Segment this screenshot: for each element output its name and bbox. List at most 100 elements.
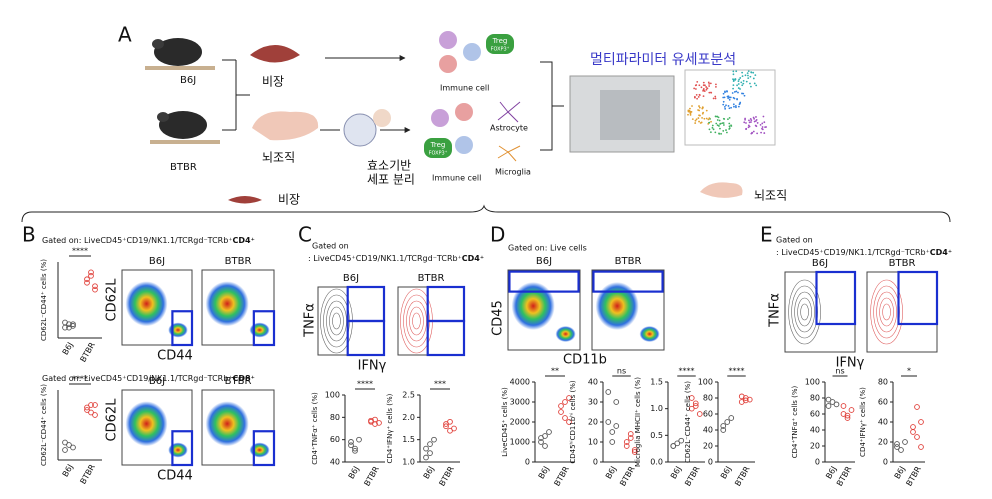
mouse — [159, 111, 207, 139]
tsne-dot — [709, 82, 712, 85]
contour — [879, 297, 894, 327]
contour — [412, 312, 421, 330]
group-label: BTBR — [437, 464, 456, 487]
y-tick-label: 60 — [878, 398, 888, 407]
tsne-dot — [739, 101, 742, 104]
data-point — [829, 399, 836, 405]
tsne-dot — [741, 92, 743, 95]
tsne-dot — [749, 82, 751, 85]
cytometer-door — [600, 90, 660, 140]
data-point — [696, 411, 703, 417]
tsne-dot — [732, 103, 735, 106]
tsne-plot — [684, 69, 776, 146]
x-marker: IFNγ — [836, 356, 865, 371]
group-label: BTBR — [683, 464, 702, 487]
tsne-dot — [747, 74, 749, 77]
tsne-dot — [750, 132, 753, 135]
tsne-dot — [734, 79, 737, 81]
sig-label: **** — [357, 380, 373, 389]
sig-label: ns — [835, 367, 844, 376]
group-label: B6J — [669, 465, 683, 481]
y-tick-label: 30 — [588, 398, 598, 407]
cell-icon — [463, 43, 481, 61]
method-label: 세포 분리 — [367, 173, 415, 187]
tsne-dot — [763, 132, 766, 134]
tsne-dot — [743, 94, 746, 97]
tsne-dot — [755, 84, 758, 87]
data-point — [562, 399, 568, 405]
tsne-dot — [702, 88, 705, 90]
data-point — [66, 442, 72, 448]
tsne-dot — [763, 121, 766, 124]
tsne-dot — [697, 109, 699, 111]
density — [249, 442, 270, 458]
analysis-label: 멀티파라미터 유세포분석 — [590, 52, 736, 68]
tsne-dot — [708, 85, 711, 87]
y-tick-label: 40 — [703, 426, 713, 435]
gate — [346, 319, 386, 357]
tsne-dot — [745, 122, 747, 124]
density — [168, 322, 188, 338]
gate — [171, 310, 194, 347]
tsne-dot — [752, 77, 755, 80]
tsne-dot — [753, 82, 756, 85]
data-point — [88, 409, 94, 416]
tsne-dot — [694, 122, 697, 124]
gate — [592, 270, 664, 293]
y-marker: CD45 — [491, 300, 506, 336]
tsne-dot — [731, 92, 734, 94]
y-tick-label: 4000 — [510, 378, 530, 387]
y-tick-label: 20 — [878, 438, 888, 447]
tsne-dot — [698, 106, 701, 109]
contour — [870, 279, 903, 345]
tsne-dot — [753, 120, 756, 123]
tsne-dot — [689, 114, 692, 116]
data-point — [92, 283, 98, 290]
data-point — [70, 321, 76, 328]
tsne-dot — [748, 121, 751, 124]
cell-icon — [439, 55, 457, 73]
tsne-dot — [711, 124, 714, 127]
data-point — [443, 421, 449, 427]
y-tick-label: 100 — [698, 378, 713, 387]
y-tick-label: 100 — [805, 378, 820, 387]
tsne-dot — [703, 117, 706, 120]
tsne-dot — [727, 105, 730, 107]
tsne-dot — [722, 103, 725, 106]
tsne-dot — [705, 109, 708, 112]
gate — [508, 270, 580, 293]
group-label: BTBR — [552, 464, 571, 487]
tsne-dot — [745, 80, 748, 83]
y-tick-label: 20 — [810, 442, 820, 451]
tsne-dot — [726, 90, 728, 92]
tsne-dot — [728, 128, 731, 130]
tsne-dot — [735, 106, 737, 109]
x-marker: IFNγ — [358, 359, 387, 374]
group-label: BTBR — [904, 464, 923, 487]
microglia-icon — [497, 145, 521, 162]
y-tick-label: 60 — [703, 410, 713, 419]
data-point — [348, 442, 354, 449]
y-tick-label: 100 — [325, 391, 340, 400]
gate-label: : LiveCD45⁺CD19/NK1.1/TCRgd⁻TCRb⁺CD4⁺ — [308, 254, 484, 263]
tsne-dot — [691, 105, 693, 107]
section-brace — [21, 204, 951, 223]
group-label: B6J — [343, 273, 359, 284]
group-label: BTBR — [78, 340, 97, 363]
section-label: 비장 — [278, 193, 300, 207]
tsne-dot — [715, 115, 717, 118]
data-point — [84, 404, 90, 411]
tsne-dot — [755, 118, 758, 121]
tsne-dot — [744, 117, 746, 120]
y-tick-label: 0 — [708, 458, 713, 467]
bracket — [222, 59, 250, 131]
spleen-icon — [228, 196, 262, 204]
group-label: B6J — [812, 258, 828, 269]
data-point — [674, 440, 681, 447]
y-axis-label: CD62L⁻CD44⁺ cells (%) — [684, 381, 692, 463]
data-point — [728, 415, 735, 421]
data-point — [368, 417, 374, 424]
cell-icon — [431, 109, 449, 127]
data-point — [427, 441, 433, 447]
group-label: B6J — [61, 463, 75, 479]
